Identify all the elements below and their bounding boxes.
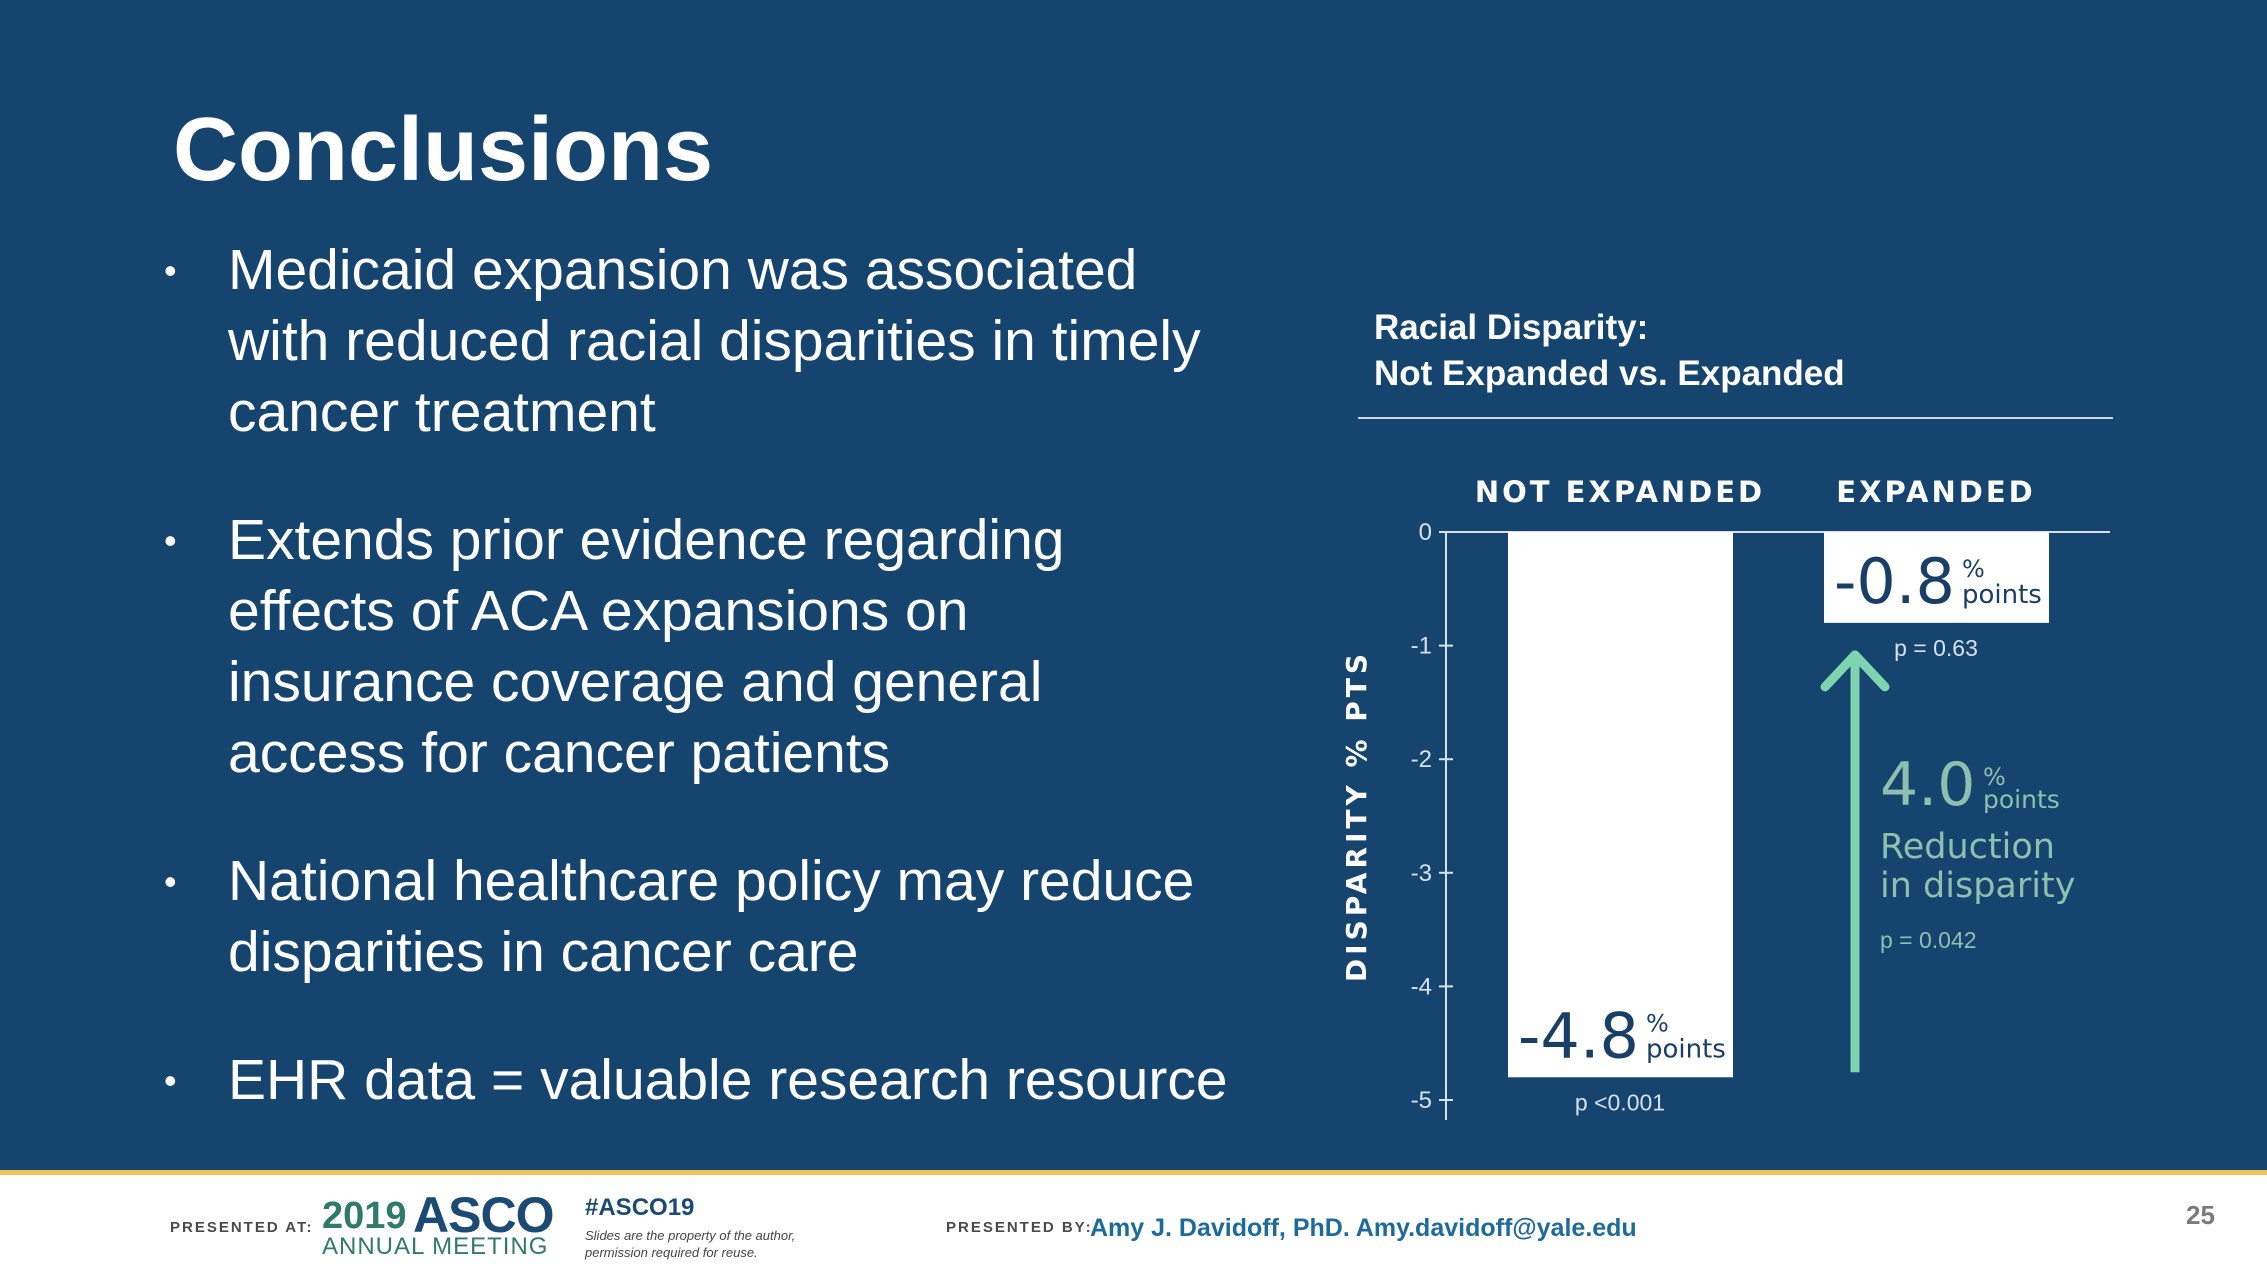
asco-year: 2019 [322,1195,407,1237]
bullet-line: cancer treatment [228,380,656,444]
footer-accent-line [0,1170,2267,1175]
y-tick-label: -4 [1411,973,1432,1000]
footer [0,1175,2267,1275]
bullet-line: insurance coverage and general [228,650,1043,714]
bullet-line: Extends prior evidence regarding [228,508,1065,572]
y-tick-label: -3 [1411,860,1432,887]
y-axis-label: DISPARITY % PTS [1340,650,1373,982]
bullet-list: Medicaid expansion was associated with r… [160,235,1300,1116]
page-number: 25 [2186,1200,2215,1230]
chart-header-line2: Not Expanded vs. Expanded [1374,354,1845,393]
reduction-arrow-head [1820,650,1890,692]
reduction-text-line2: in disparity [1880,866,2075,906]
bullet-line: Medicaid expansion was associated [228,238,1138,302]
bar-value-unit-percent: % [1962,555,1985,583]
bullet-line: with reduced racial disparities in timel… [228,309,1201,373]
bar-value-label: -4.8 [1518,999,1639,1072]
disclaimer: Slides are the property of the author, p… [585,1228,796,1260]
category-label: EXPANDED [1836,475,2035,509]
bar-value-label: -0.8 [1834,545,1955,618]
y-tick-label: -2 [1411,746,1432,773]
bar-value-unit-points: points [1646,1034,1726,1064]
bullet-item: Extends prior evidence regarding effects… [160,505,1300,789]
presenter-info: Amy J. Davidoff, PhD. Amy.davidoff@yale.… [1090,1214,1637,1242]
reduction-text-line1: Reduction [1880,827,2055,867]
bar [1508,532,1733,1078]
reduction-p-value: p = 0.042 [1880,927,1977,953]
chart-header-line1: Racial Disparity: [1374,308,1649,347]
bullet-line: effects of ACA expansions on [228,579,969,643]
bar-p-value: p <0.001 [1575,1089,1665,1115]
y-tick-label: -5 [1411,1087,1432,1114]
presented-by-label: PRESENTED BY: [946,1219,1093,1236]
bar [1824,532,2049,623]
reduction-unit-points: points [1983,785,2060,814]
bar-value-unit-points: points [1962,580,2042,610]
bar-value-unit-percent: % [1646,1009,1669,1037]
bullet-item: National healthcare policy may reduce di… [160,846,1300,988]
reduction-unit-percent: % [1983,763,2006,791]
category-label: NOT EXPANDED [1475,475,1765,509]
hashtag: #ASCO19 [585,1194,695,1221]
reduction-value: 4.0 [1880,750,1975,820]
y-tick-label: -1 [1411,633,1432,660]
slide-title: Conclusions [173,100,714,200]
chart-header-divider [1358,417,2113,419]
bullet-item: Medicaid expansion was associated with r… [160,235,1300,448]
y-tick-label: 0 [1419,519,1432,546]
asco-logo-text: ASCO [413,1187,554,1243]
presented-at-label: PRESENTED AT: [170,1219,314,1236]
bullet-line: National healthcare policy may reduce [228,849,1195,913]
bar-p-value: p = 0.63 [1894,635,1978,661]
bullet-line: EHR data = valuable research resource [228,1048,1228,1112]
bullet-line: access for cancer patients [228,721,891,785]
bullet-line: disparities in cancer care [228,920,859,984]
asco-meeting-label: ANNUAL MEETING [322,1233,549,1260]
bullet-item: EHR data = valuable research resource [160,1045,1300,1116]
disparity-bar-chart: 0 -1 -2 -3 -4 -5 DISPARITY % PTS NOT EXPANDED EX… [1340,475,2110,1120]
chart-header: Racial Disparity: Not Expanded vs. Expan… [1374,305,1845,397]
